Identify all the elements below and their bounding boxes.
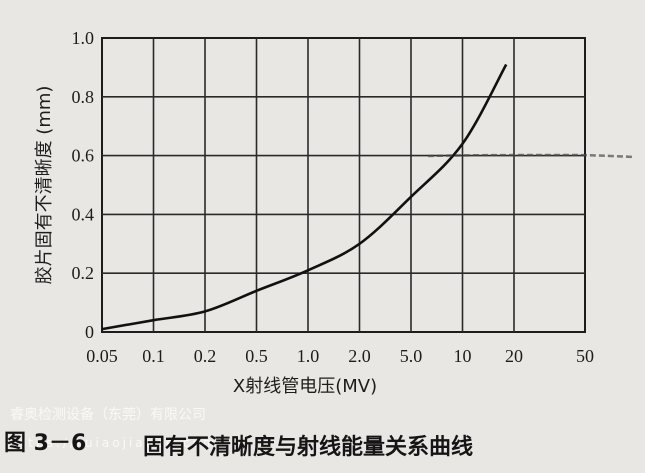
x-tick-label: 50 (576, 346, 594, 366)
y-axis-label: 胶片固有不清晰度 (mm) (34, 86, 55, 285)
x-tick-labels: 0.05 0.1 0.2 0.5 1.0 2.0 5.0 10 20 50 (86, 346, 594, 366)
x-tick-label: 2.0 (348, 346, 371, 366)
y-tick-label: 0.8 (72, 87, 95, 107)
y-tick-label: 0.6 (72, 146, 95, 166)
figure-caption: 固有不清晰度与射线能量关系曲线 (143, 434, 473, 460)
watermark-url: https://ruiaojiance.com (10, 436, 218, 450)
pen-mark (427, 153, 636, 159)
y-tick-label: 1.0 (72, 28, 95, 48)
x-tick-label: 1.0 (297, 346, 320, 366)
watermark-company: 睿奥检测设备（东莞）有限公司 (10, 406, 206, 423)
x-tick-label: 5.0 (400, 346, 423, 366)
figure-number: 图 3－6 (4, 431, 86, 456)
x-tick-label: 0.2 (194, 346, 217, 366)
x-tick-label: 0.05 (86, 346, 118, 366)
y-tick-label: 0.4 (72, 204, 95, 224)
x-tick-label: 20 (505, 346, 523, 366)
y-tick-label: 0 (85, 322, 94, 342)
data-series (101, 63, 508, 331)
series-line (101, 63, 508, 331)
x-axis-label: X射线管电压(MV) (233, 376, 377, 397)
grid (102, 38, 585, 332)
y-tick-labels: 0 0.2 0.4 0.6 0.8 1.0 (72, 28, 95, 342)
x-tick-label: 0.1 (142, 346, 165, 366)
x-tick-label: 0.5 (245, 346, 268, 366)
y-tick-label: 0.2 (72, 263, 95, 283)
plot-frame (101, 37, 586, 333)
x-tick-label: 10 (454, 346, 472, 366)
